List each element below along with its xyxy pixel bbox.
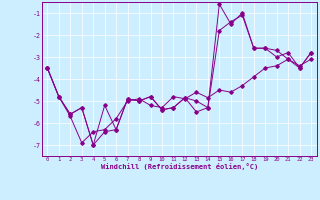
X-axis label: Windchill (Refroidissement éolien,°C): Windchill (Refroidissement éolien,°C) <box>100 163 258 170</box>
